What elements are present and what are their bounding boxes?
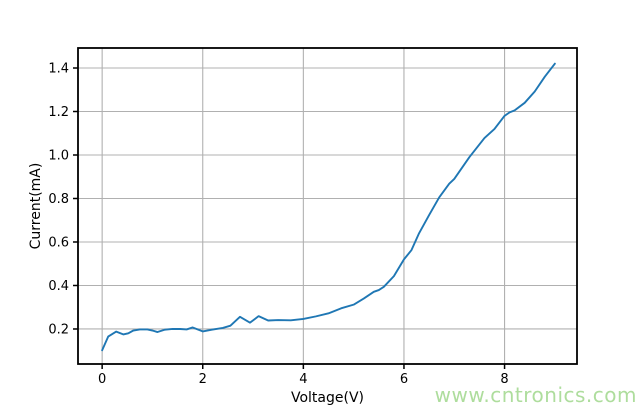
iv-curve-series bbox=[101, 62, 556, 352]
y-tick-label: 0.6 bbox=[48, 235, 69, 250]
x-axis-label: Voltage(V) bbox=[290, 390, 364, 406]
x-tick-label: 4 bbox=[299, 372, 307, 387]
y-tick-label: 0.2 bbox=[48, 322, 69, 337]
y-axis-label: Current(mA) bbox=[28, 162, 44, 250]
x-tick-label: 6 bbox=[400, 372, 408, 387]
y-tick-label: 0.4 bbox=[48, 279, 69, 294]
watermark: www.cntronics.com bbox=[434, 383, 637, 407]
x-tick-label: 0 bbox=[98, 372, 106, 387]
y-tick-label: 1.2 bbox=[48, 105, 69, 120]
y-tick-label: 0.8 bbox=[48, 192, 69, 207]
x-tick-label: 2 bbox=[199, 372, 207, 387]
y-tick-label: 1.0 bbox=[48, 149, 69, 164]
x-tick-label: 8 bbox=[500, 372, 508, 387]
axes-spines bbox=[77, 47, 578, 365]
y-tick-label: 1.4 bbox=[48, 62, 69, 77]
